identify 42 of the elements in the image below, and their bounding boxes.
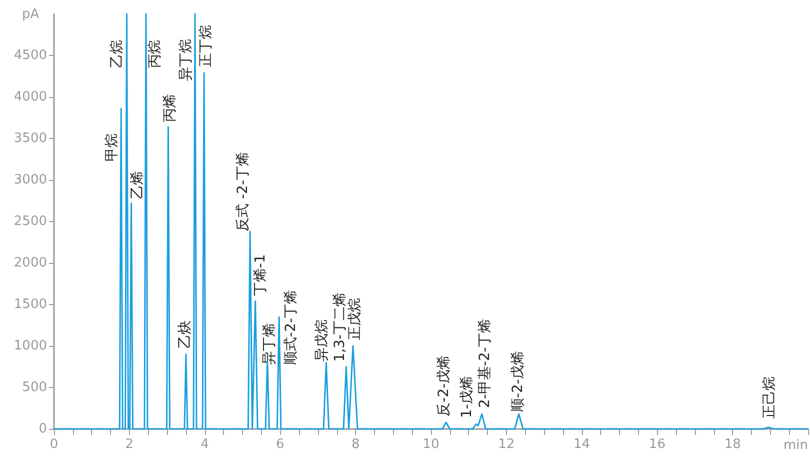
annotation: 异丁烷 [178, 39, 194, 81]
y-tick-label: 3000 [14, 172, 47, 188]
y-tick-label: 500 [22, 380, 47, 395]
x-tick-label: 10 [422, 437, 440, 452]
x-axis-title: min [783, 438, 808, 453]
x-tick-label: 0 [50, 437, 58, 452]
annotation: 丙烷 [146, 40, 163, 68]
annotation: 正丁烷 [198, 24, 214, 67]
y-tick-label: 2000 [14, 256, 47, 270]
x-tick-label: 16 [648, 437, 666, 452]
annotation: 2-甲基-2-丁烯 [476, 319, 493, 408]
y-tick-label: 4500 [14, 48, 47, 63]
x-tick-label: 4 [200, 437, 209, 452]
y-tick-label: 1500 [14, 297, 47, 312]
annotation: 正戊烷 [346, 298, 363, 340]
annotation: 异戊烷 [314, 320, 330, 362]
y-tick-label: 0 [38, 422, 47, 436]
annotation: 1-戊烯 [459, 376, 476, 418]
x-tick-label: 6 [276, 437, 284, 452]
x-tick-label: 8 [351, 437, 360, 452]
annotation: 反式 -2-丁烯 [235, 152, 252, 232]
annotation: 反-2-戊烯 [436, 355, 452, 416]
y-axis-title: pA [22, 7, 40, 22]
annotation: 乙炔 [176, 320, 193, 348]
x-tick-label: 18 [724, 437, 741, 452]
annotation: 异丁烯 [261, 322, 278, 365]
y-tick-label: 3500 [14, 131, 47, 146]
y-tick-label: 4000 [14, 90, 47, 104]
annotation: 乙烷 [108, 40, 125, 68]
x-tick-label: 14 [574, 437, 590, 452]
x-tick-label: 12 [498, 437, 515, 452]
y-tick-label: 1000 [14, 338, 47, 354]
annotation: 正己烷 [761, 376, 778, 418]
annotation: 顺式-2-丁烯 [283, 290, 300, 365]
annotation: 丁烯-1 [252, 254, 268, 296]
annotation: 乙烯 [129, 171, 146, 200]
y-tick-label: 2500 [14, 214, 47, 229]
annotation: 丙烯 [162, 94, 178, 122]
annotation: 甲烷 [104, 134, 120, 162]
annotation: 顺-2-戊烯 [510, 351, 526, 412]
x-tick-label: 2 [125, 437, 134, 452]
annotation: 1,3-丁二烯 [332, 292, 348, 362]
